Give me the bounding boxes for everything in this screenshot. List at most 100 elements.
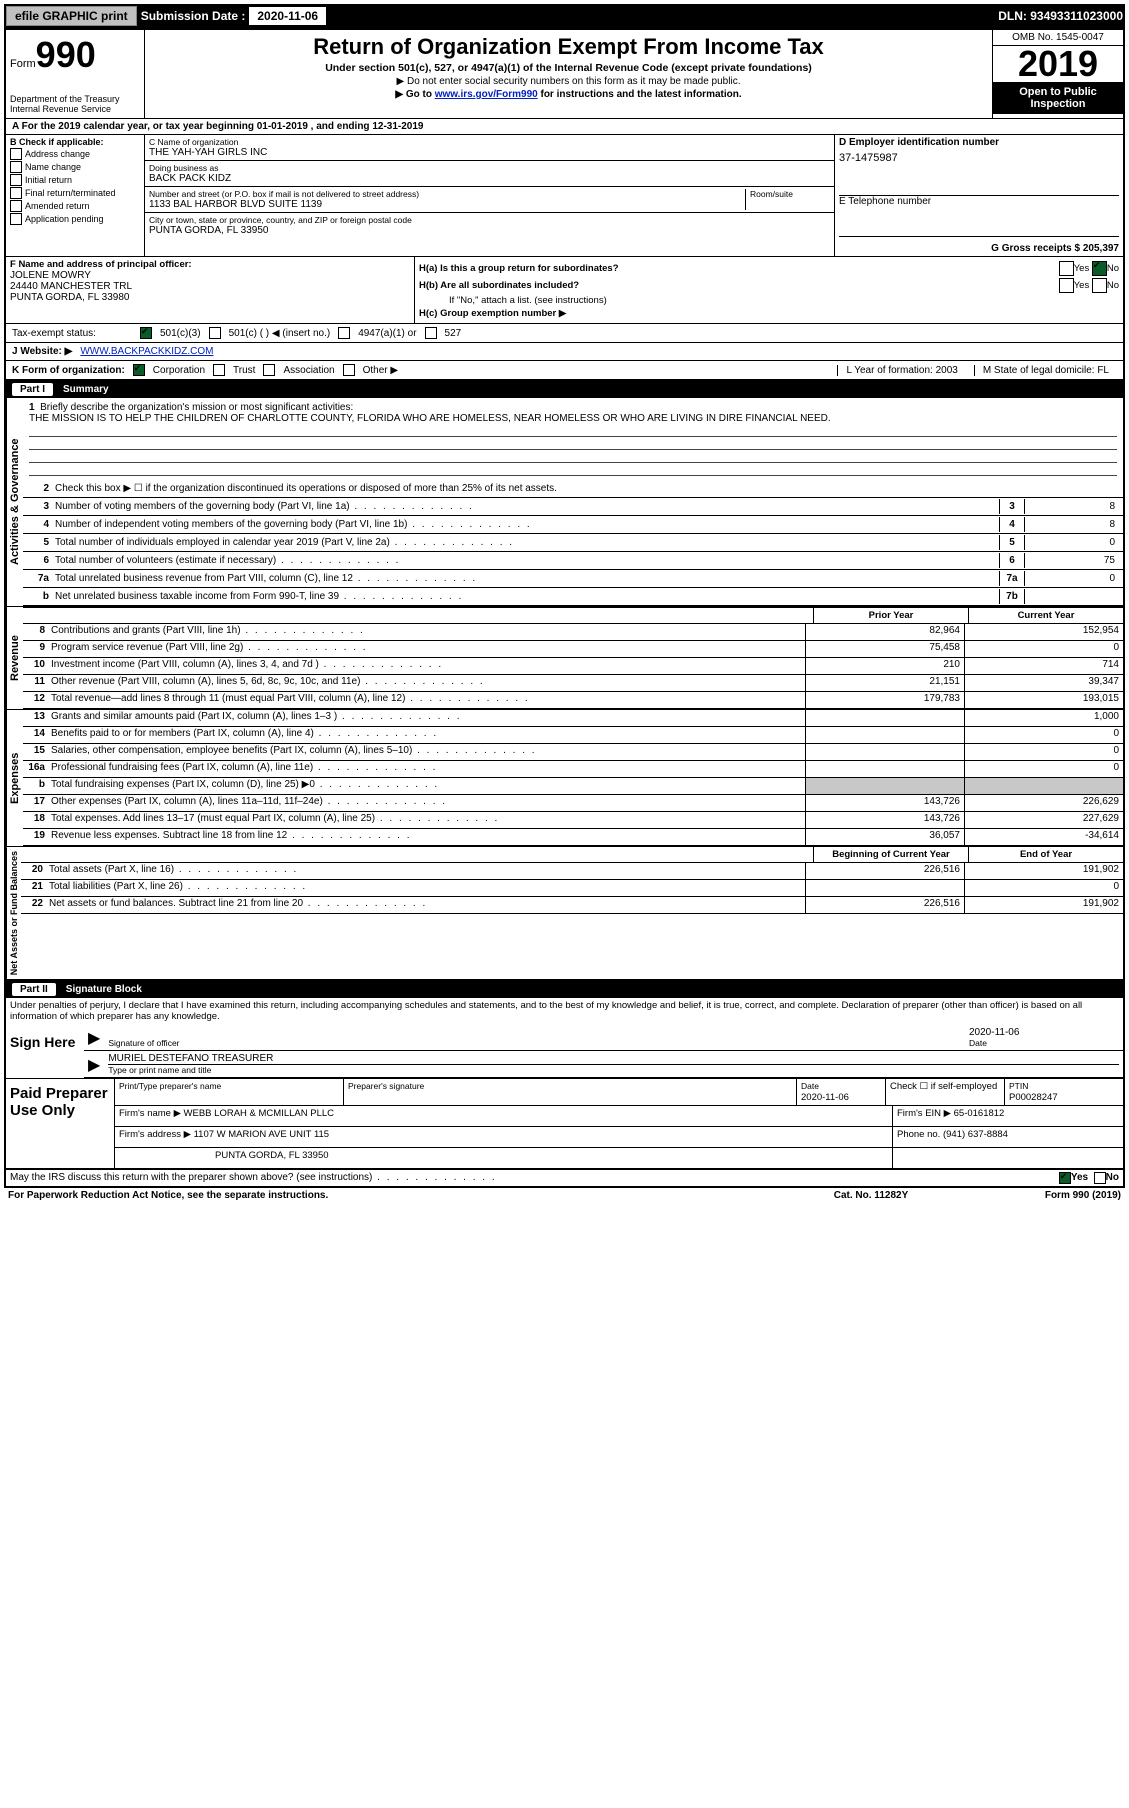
department: Department of the Treasury Internal Reve…: [10, 94, 140, 114]
dba-name: BACK PACK KIDZ: [149, 173, 830, 184]
firm-phone-label: Phone no.: [897, 1129, 940, 1140]
vlabel-netassets: Net Assets or Fund Balances: [6, 847, 21, 979]
hb-no-lbl: No: [1107, 280, 1119, 291]
org-name: THE YAH-YAH GIRLS INC: [149, 147, 830, 158]
officer-name: JOLENE MOWRY: [10, 270, 410, 281]
hb-no[interactable]: [1092, 278, 1107, 293]
revenue-section: Revenue Prior Year Current Year 8Contrib…: [6, 607, 1123, 710]
submission-label: Submission Date :: [141, 9, 246, 23]
chk-trust[interactable]: [213, 364, 225, 376]
dln: DLN: 93493311023000: [998, 9, 1123, 23]
financial-line: 10Investment income (Part VIII, column (…: [23, 658, 1123, 675]
financial-line: 17Other expenses (Part IX, column (A), l…: [23, 795, 1123, 812]
form-990-num: 990: [36, 34, 96, 75]
irs-link[interactable]: www.irs.gov/Form990: [435, 89, 538, 100]
discuss-yes[interactable]: [1059, 1172, 1071, 1184]
form-subtitle: Under section 501(c), 527, or 4947(a)(1)…: [149, 62, 988, 74]
ha-no[interactable]: [1092, 261, 1107, 276]
city-state-zip: PUNTA GORDA, FL 33950: [149, 225, 830, 236]
financial-line: 16aProfessional fundraising fees (Part I…: [23, 761, 1123, 778]
form-word: Form: [10, 58, 36, 70]
chk-527[interactable]: [425, 327, 437, 339]
mission-text: THE MISSION IS TO HELP THE CHILDREN OF C…: [29, 413, 1117, 424]
chk-amended[interactable]: [10, 200, 22, 212]
signature-block: Under penalties of perjury, I declare th…: [6, 998, 1123, 1079]
pp-date: 2020-11-06: [801, 1092, 849, 1103]
firm-addr-label: Firm's address ▶: [119, 1129, 191, 1140]
chk-501c[interactable]: [209, 327, 221, 339]
website-link[interactable]: WWW.BACKPACKKIDZ.COM: [80, 346, 213, 357]
financial-line: 9Program service revenue (Part VIII, lin…: [23, 641, 1123, 658]
part-1-header: Part I Summary: [6, 381, 1123, 398]
hb-yes-lbl: Yes: [1074, 280, 1090, 291]
ha-yes[interactable]: [1059, 261, 1074, 276]
phone-label: E Telephone number: [839, 196, 1119, 207]
ha-no-lbl: No: [1107, 263, 1119, 274]
section-abcdefg: B Check if applicable: Address change Na…: [6, 135, 1123, 257]
hdr-end-year: End of Year: [968, 847, 1123, 862]
street-address: 1133 BAL HARBOR BLVD SUITE 1139: [149, 199, 745, 210]
form-number: Form990: [10, 34, 140, 76]
chk-4947[interactable]: [338, 327, 350, 339]
sig-officer-label: Signature of officer: [108, 1038, 961, 1048]
chk-other[interactable]: [343, 364, 355, 376]
section-deg: D Employer identification number 37-1475…: [835, 135, 1123, 256]
opt-other: Other ▶: [363, 365, 398, 376]
section-h: H(a) Is this a group return for subordin…: [415, 257, 1123, 323]
hb-yes[interactable]: [1059, 278, 1074, 293]
opt-501c3: 501(c)(3): [160, 328, 201, 339]
part-2-header: Part II Signature Block: [6, 981, 1123, 998]
year-formation: L Year of formation: 2003: [837, 365, 965, 376]
chk-assoc[interactable]: [263, 364, 275, 376]
hb-note: If "No," attach a list. (see instruction…: [419, 295, 1119, 306]
arrow-icon: ▶: [88, 1055, 100, 1075]
summary-line: bNet unrelated business taxable income f…: [23, 588, 1123, 606]
officer-addr2: PUNTA GORDA, FL 33980: [10, 292, 410, 303]
form-990: Form990 Department of the Treasury Inter…: [4, 28, 1125, 1188]
hc-label: H(c) Group exemption number ▶: [419, 308, 566, 319]
firm-city: PUNTA GORDA, FL 33950: [115, 1148, 893, 1168]
chk-initial[interactable]: [10, 174, 22, 186]
gross-receipts: G Gross receipts $ 205,397: [991, 243, 1119, 254]
ha-yes-lbl: Yes: [1074, 263, 1090, 274]
chk-address[interactable]: [10, 148, 22, 160]
hdr-beg-year: Beginning of Current Year: [813, 847, 968, 862]
discuss-yes-lbl: Yes: [1071, 1172, 1088, 1184]
tax-label: Tax-exempt status:: [12, 328, 132, 339]
ein-label: D Employer identification number: [839, 137, 1119, 148]
name-title-label: Type or print name and title: [108, 1065, 1119, 1075]
chk-corp[interactable]: [133, 364, 145, 376]
chk-501c3[interactable]: [140, 327, 152, 339]
summary-line: 7aTotal unrelated business revenue from …: [23, 570, 1123, 588]
chk-pending[interactable]: [10, 213, 22, 225]
form-note1: ▶ Do not enter social security numbers o…: [149, 76, 988, 87]
officer-label: F Name and address of principal officer:: [10, 259, 410, 270]
part1-title: Summary: [63, 384, 109, 395]
firm-ein-label: Firm's EIN ▶: [897, 1108, 951, 1119]
hb-label: H(b) Are all subordinates included?: [419, 280, 579, 291]
activities-governance: Activities & Governance 1 Briefly descri…: [6, 398, 1123, 607]
note2-post: for instructions and the latest informat…: [538, 89, 742, 100]
financial-line: 20Total assets (Part X, line 16)226,5161…: [21, 863, 1123, 880]
financial-line: 11Other revenue (Part VIII, column (A), …: [23, 675, 1123, 692]
officer-typed-name: MURIEL DESTEFANO TREASURER: [108, 1053, 1119, 1065]
discuss-no-lbl: No: [1106, 1172, 1119, 1184]
discuss-no[interactable]: [1094, 1172, 1106, 1184]
summary-line: 6Total number of volunteers (estimate if…: [23, 552, 1123, 570]
chk-final[interactable]: [10, 187, 22, 199]
cat-no: Cat. No. 11282Y: [771, 1190, 971, 1201]
vlabel-governance: Activities & Governance: [6, 398, 23, 606]
section-f: F Name and address of principal officer:…: [6, 257, 415, 323]
financial-line: 12Total revenue—add lines 8 through 11 (…: [23, 692, 1123, 709]
hdr-prior-year: Prior Year: [813, 608, 968, 623]
q2-text: Check this box ▶ ☐ if the organization d…: [55, 483, 1119, 494]
form-title: Return of Organization Exempt From Incom…: [149, 34, 988, 60]
pp-sig-label: Preparer's signature: [348, 1081, 424, 1091]
website-label: J Website: ▶: [12, 346, 72, 357]
part2-title: Signature Block: [66, 984, 142, 995]
efile-button[interactable]: efile GRAPHIC print: [6, 6, 137, 26]
lbl-pending: Application pending: [25, 214, 104, 224]
firm-phone: (941) 637-8884: [943, 1129, 1008, 1140]
chk-name[interactable]: [10, 161, 22, 173]
pp-name-label: Print/Type preparer's name: [119, 1081, 221, 1091]
